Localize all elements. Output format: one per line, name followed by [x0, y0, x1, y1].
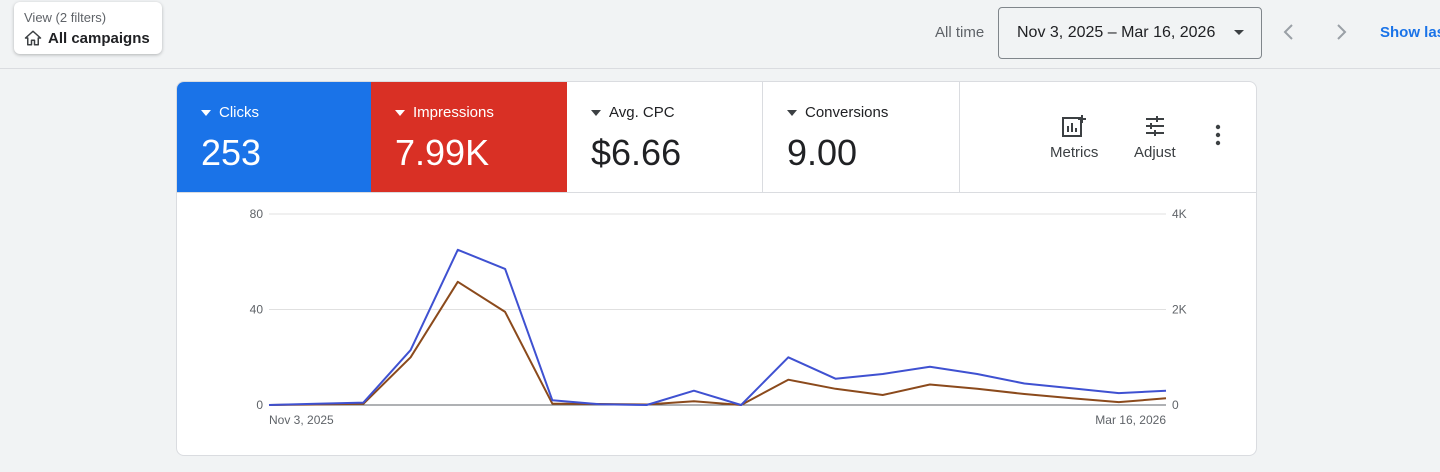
- adjust-label: Adjust: [1134, 144, 1176, 161]
- metrics-label: Metrics: [1050, 144, 1099, 161]
- chevron-left-icon[interactable]: [1277, 20, 1301, 44]
- right-tick-2: 4K: [1172, 207, 1187, 221]
- chevron-right-icon[interactable]: [1329, 20, 1353, 44]
- top-toolbar: View (2 filters) All campaigns All time …: [0, 0, 1440, 69]
- tile-value: 7.99K: [395, 132, 490, 173]
- tile-clicks[interactable]: Clicks 253: [177, 82, 371, 192]
- home-icon: [24, 30, 42, 46]
- view-filter-value-row: All campaigns: [24, 29, 152, 47]
- metric-tiles: Clicks 253 Impressions 7.99K Avg. CPC $6…: [177, 82, 1256, 193]
- tile-impressions-header: Impressions: [395, 104, 494, 121]
- caret-down-icon: [395, 109, 405, 116]
- series-clicks-line: [268, 248, 1167, 406]
- left-tick-2: 80: [250, 207, 264, 221]
- tile-label: Conversions: [805, 104, 889, 121]
- right-tick-0: 0: [1172, 398, 1179, 412]
- series-impressions-line: [268, 280, 1167, 406]
- left-tick-1: 40: [250, 303, 264, 317]
- view-filter-caption: View (2 filters): [24, 10, 107, 25]
- left-tick-0: 0: [256, 398, 263, 412]
- right-tick-1: 2K: [1172, 303, 1187, 317]
- performance-card: Clicks 253 Impressions 7.99K Avg. CPC $6…: [176, 81, 1257, 456]
- x-start-label: Nov 3, 2025: [269, 413, 334, 427]
- tile-label: Clicks: [219, 104, 259, 121]
- date-range-picker[interactable]: Nov 3, 2025 – Mar 16, 2026: [998, 7, 1262, 59]
- tile-impressions[interactable]: Impressions 7.99K: [371, 82, 567, 192]
- tile-conversions[interactable]: Conversions 9.00: [763, 82, 960, 192]
- tile-label: Impressions: [413, 104, 494, 121]
- tile-conversions-header: Conversions: [787, 104, 888, 121]
- caret-down-icon: [1234, 30, 1244, 35]
- view-filter-value: All campaigns: [48, 29, 150, 47]
- tile-value: 253: [201, 132, 262, 173]
- range-label: All time: [935, 24, 985, 41]
- date-range-text: Nov 3, 2025 – Mar 16, 2026: [1017, 24, 1216, 41]
- metrics-button[interactable]: Metrics: [1050, 114, 1098, 161]
- tile-avg-cpc[interactable]: Avg. CPC $6.66: [567, 82, 763, 192]
- x-end-label: Mar 16, 2026: [1095, 413, 1166, 427]
- adjust-button[interactable]: Adjust: [1134, 114, 1176, 161]
- tile-value: $6.66: [591, 132, 682, 173]
- show-last-link[interactable]: Show las: [1380, 24, 1440, 41]
- view-filter-button[interactable]: View (2 filters) All campaigns: [14, 2, 162, 54]
- tune-icon: [1145, 116, 1164, 136]
- performance-chart: 0 40 80 0 2K 4K Nov 3, 2025 Mar 16, 2026: [250, 207, 1187, 427]
- caret-down-icon: [201, 109, 211, 116]
- add-chart-icon: [1062, 115, 1087, 137]
- tile-clicks-header: Clicks: [201, 104, 259, 121]
- more-vert-icon[interactable]: [1214, 124, 1222, 146]
- tile-value: 9.00: [787, 132, 858, 173]
- caret-down-icon: [591, 109, 601, 116]
- tile-avg-cpc-header: Avg. CPC: [591, 104, 675, 121]
- tile-label: Avg. CPC: [609, 104, 675, 121]
- caret-down-icon: [787, 109, 797, 116]
